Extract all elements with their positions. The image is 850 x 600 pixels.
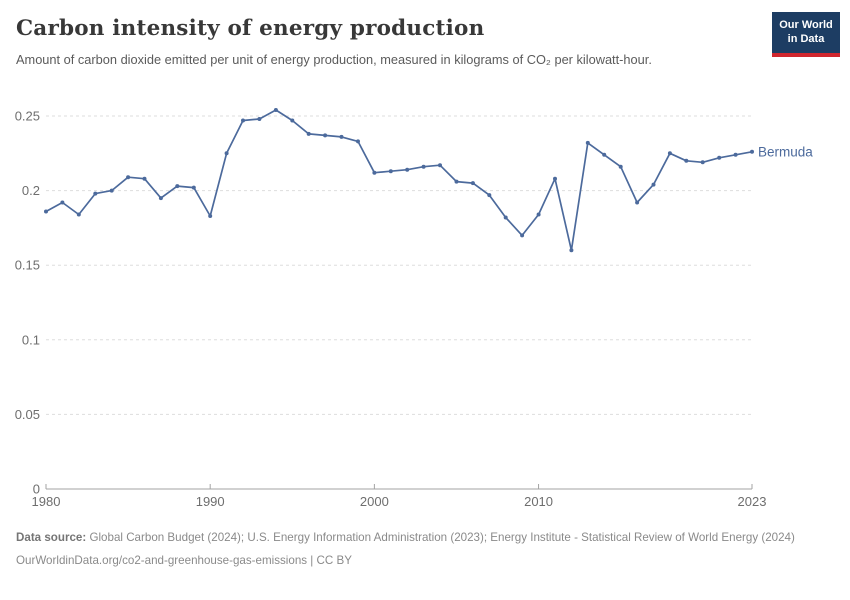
data-point [93, 191, 98, 196]
data-source-note: Data source: Global Carbon Budget (2024)… [16, 530, 828, 547]
data-point [356, 139, 360, 144]
page-title: Carbon intensity of energy production [16, 16, 485, 41]
owid-url-link[interactable]: OurWorldinData.org/co2-and-greenhouse-ga… [16, 553, 308, 567]
data-point [503, 215, 508, 220]
data-point [257, 117, 262, 121]
data-point [142, 176, 147, 181]
data-point [487, 193, 492, 198]
data-point [700, 160, 705, 165]
data-point [175, 184, 180, 189]
series-label-bermuda[interactable]: Bermuda [758, 144, 813, 159]
data-point [569, 248, 574, 253]
y-axis-tick-label: 0 [33, 482, 40, 497]
data-point [372, 170, 377, 175]
owid-logo-red-bar [772, 52, 840, 57]
data-point [323, 133, 328, 138]
data-point [208, 214, 213, 218]
x-axis-tick-label: 2023 [738, 494, 767, 509]
y-axis-tick-label: 0.1 [22, 332, 40, 347]
x-axis-tick-label: 1990 [196, 494, 225, 509]
owid-logo[interactable]: Our World in Data [772, 12, 840, 57]
data-point [750, 149, 754, 154]
data-point [667, 151, 672, 156]
data-source-text: Global Carbon Budget (2024); U.S. Energy… [86, 531, 795, 544]
owid-logo-line1: Our World [779, 19, 833, 31]
data-point [733, 152, 738, 157]
x-axis-tick-label: 2010 [524, 494, 553, 509]
data-point [44, 209, 48, 214]
data-point [273, 108, 278, 112]
data-point [438, 163, 442, 168]
chart-subtitle: Amount of carbon dioxide emitted per uni… [16, 52, 652, 67]
footer-url-line: OurWorldinData.org/co2-and-greenhouse-ga… [16, 553, 828, 570]
data-point [109, 188, 114, 193]
data-point [684, 158, 689, 163]
data-point [585, 140, 590, 145]
data-point [224, 151, 229, 156]
data-point [306, 131, 311, 136]
data-point [405, 167, 410, 172]
data-point [536, 212, 541, 217]
data-point [602, 152, 607, 157]
y-axis-tick-label: 0.2 [22, 183, 40, 198]
data-point [635, 200, 640, 205]
data-point [618, 164, 623, 169]
data-source-label: Data source: [16, 531, 87, 544]
owid-logo-line2: in Data [787, 32, 825, 45]
data-point [553, 176, 557, 181]
data-point [520, 233, 525, 238]
y-axis-tick-label: 0.25 [15, 109, 40, 124]
y-axis-tick-label: 0.15 [15, 258, 40, 273]
data-point [470, 181, 475, 186]
data-point [421, 164, 426, 169]
chart-footer: Data source: Global Carbon Budget (2024)… [16, 530, 828, 570]
license-text: | CC BY [307, 553, 352, 567]
data-point [126, 175, 131, 180]
data-point [60, 200, 65, 205]
data-point [388, 169, 393, 174]
owid-logo-text: Our World in Data [772, 12, 840, 53]
data-point [76, 212, 81, 217]
data-point [241, 118, 245, 123]
data-line[interactable] [45, 109, 753, 252]
data-point [191, 185, 196, 190]
data-point [339, 134, 344, 139]
data-point [454, 179, 459, 184]
x-axis-tick-label: 2000 [360, 494, 389, 509]
data-point [290, 118, 295, 123]
chart-header: Carbon intensity of energy production Am… [16, 16, 756, 69]
y-axis-tick-label: 0.05 [15, 407, 40, 422]
data-point [158, 196, 163, 201]
data-point [651, 182, 656, 187]
data-point [717, 155, 722, 160]
x-axis-tick-label: 1980 [32, 494, 61, 509]
